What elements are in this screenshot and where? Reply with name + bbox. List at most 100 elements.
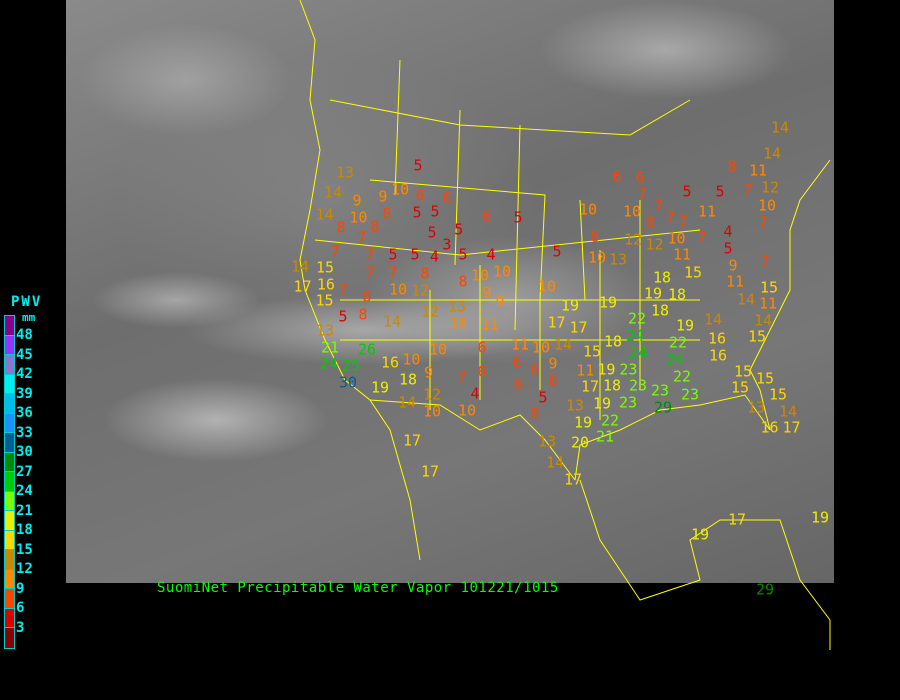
station-pwv-value: 8 bbox=[362, 287, 372, 306]
station-pwv-value: 8 bbox=[420, 264, 430, 283]
station-pwv-value: 6 bbox=[415, 186, 425, 205]
station-pwv-value: 10 bbox=[578, 200, 598, 219]
station-pwv-value: 16 bbox=[760, 418, 779, 437]
station-pwv-value: 7 bbox=[697, 228, 707, 247]
legend-tick-label: 33 bbox=[16, 424, 33, 441]
station-pwv-value: 6 bbox=[477, 338, 487, 357]
station-pwv-value: 4 bbox=[429, 247, 439, 266]
station-pwv-value: 22 bbox=[668, 333, 688, 351]
station-pwv-value: 5 bbox=[682, 182, 692, 201]
station-pwv-value: 10 bbox=[531, 338, 551, 357]
satellite-map bbox=[66, 0, 834, 583]
station-pwv-value: 19 bbox=[690, 525, 710, 544]
station-pwv-value: 19 bbox=[597, 360, 616, 379]
station-pwv-value: 17 bbox=[563, 470, 583, 489]
station-pwv-value: 17 bbox=[402, 431, 422, 450]
station-pwv-value: 14 bbox=[778, 402, 798, 421]
station-pwv-value: 13 bbox=[315, 321, 335, 340]
legend-tick-label: 12 bbox=[16, 561, 33, 577]
station-pwv-value: 14 bbox=[397, 393, 417, 412]
station-pwv-value: 23 bbox=[628, 376, 648, 395]
station-pwv-value: 15 bbox=[759, 278, 779, 297]
station-pwv-value: 5 bbox=[552, 242, 562, 261]
legend-swatch bbox=[5, 511, 14, 531]
station-pwv-value: 8 bbox=[590, 227, 600, 246]
station-pwv-value: 7 bbox=[637, 185, 647, 204]
station-pwv-value: 13 bbox=[447, 297, 467, 315]
station-pwv-value: 22 bbox=[627, 309, 647, 328]
station-pwv-value: 20 bbox=[570, 433, 590, 452]
station-pwv-value: 17 bbox=[569, 318, 588, 336]
station-pwv-value: 9 bbox=[424, 363, 434, 382]
station-pwv-value: 18 bbox=[603, 332, 623, 351]
station-pwv-value: 11 bbox=[748, 161, 768, 180]
station-pwv-value: 6 bbox=[512, 353, 522, 372]
station-pwv-value: 5 bbox=[388, 245, 398, 264]
station-pwv-value: 22 bbox=[600, 411, 620, 430]
station-pwv-value: 16 bbox=[316, 275, 335, 294]
station-pwv-value: 10 bbox=[388, 280, 408, 299]
legend-tick-label: 39 bbox=[16, 385, 33, 402]
coastline-west bbox=[299, 0, 421, 561]
station-pwv-value: 18 bbox=[652, 268, 672, 287]
station-pwv-value: 8 bbox=[530, 404, 540, 423]
gulf-coast bbox=[574, 159, 831, 481]
station-pwv-value: 4 bbox=[486, 245, 496, 264]
station-pwv-value: 5 bbox=[538, 388, 548, 407]
station-pwv-value: 10 bbox=[448, 314, 468, 332]
station-pwv-value: 7 bbox=[330, 242, 340, 261]
legend-tick-label: 27 bbox=[16, 463, 33, 480]
station-pwv-value: 17 bbox=[727, 510, 747, 529]
station-pwv-value: 19 bbox=[592, 394, 612, 413]
station-pwv-value: 10 bbox=[349, 208, 368, 227]
station-pwv-value: 19 bbox=[573, 413, 593, 431]
station-pwv-value: 24 bbox=[665, 350, 685, 369]
station-pwv-value: 3 bbox=[442, 235, 452, 254]
legend-tick-label: 30 bbox=[16, 444, 33, 460]
legend-swatch bbox=[5, 433, 14, 453]
station-pwv-value: 6 bbox=[612, 167, 622, 186]
station-pwv-value: 14 bbox=[753, 311, 773, 330]
station-pwv-value: 19 bbox=[810, 508, 830, 527]
station-pwv-value: 16 bbox=[707, 329, 727, 347]
legend-tick-label: 24 bbox=[16, 483, 33, 499]
station-pwv-value: 12 bbox=[760, 178, 780, 196]
station-pwv-value: 5 bbox=[458, 245, 468, 264]
mexico-coast bbox=[579, 479, 831, 650]
legend-tick-label: 42 bbox=[16, 366, 33, 382]
legend-tick-label: 36 bbox=[16, 405, 33, 421]
station-pwv-value: 17 bbox=[782, 418, 801, 437]
legend-swatch bbox=[5, 374, 14, 394]
station-pwv-value: 17 bbox=[293, 277, 312, 296]
station-pwv-value: 6 bbox=[530, 360, 540, 379]
legend-tick-label: 21 bbox=[16, 502, 33, 519]
legend-swatch bbox=[5, 608, 14, 628]
station-pwv-value: 5 bbox=[338, 307, 348, 326]
station-pwv-value: 22 bbox=[672, 367, 692, 386]
station-pwv-value: 5 bbox=[513, 208, 523, 227]
station-pwv-value: 8 bbox=[548, 371, 558, 390]
station-pwv-value: 18 bbox=[650, 301, 670, 320]
legend-tick-label: 9 bbox=[16, 580, 25, 597]
station-pwv-value: 7 bbox=[654, 196, 664, 215]
border-us-mexico bbox=[369, 399, 576, 481]
station-pwv-value: 10 bbox=[622, 202, 642, 221]
station-pwv-value: 12 bbox=[410, 281, 430, 300]
color-legend-bar bbox=[4, 315, 15, 649]
station-pwv-value: 5 bbox=[427, 223, 437, 242]
station-pwv-value: 10 bbox=[457, 401, 477, 420]
border-canada-us bbox=[329, 99, 691, 136]
station-pwv-value: 4 bbox=[470, 384, 480, 403]
station-pwv-value: 29 bbox=[755, 580, 775, 599]
station-pwv-value: 9 bbox=[548, 354, 558, 373]
station-pwv-value: 5 bbox=[412, 203, 422, 222]
station-pwv-value: 11 bbox=[725, 272, 745, 291]
station-pwv-value: 7 bbox=[338, 280, 348, 299]
station-pwv-value: 10 bbox=[391, 180, 410, 199]
station-pwv-value: 13 bbox=[537, 432, 557, 451]
station-pwv-value: 11 bbox=[697, 202, 717, 221]
station-pwv-value: 12 bbox=[422, 385, 442, 404]
station-pwv-value: 17 bbox=[580, 377, 600, 396]
station-pwv-value: 10 bbox=[470, 266, 490, 284]
